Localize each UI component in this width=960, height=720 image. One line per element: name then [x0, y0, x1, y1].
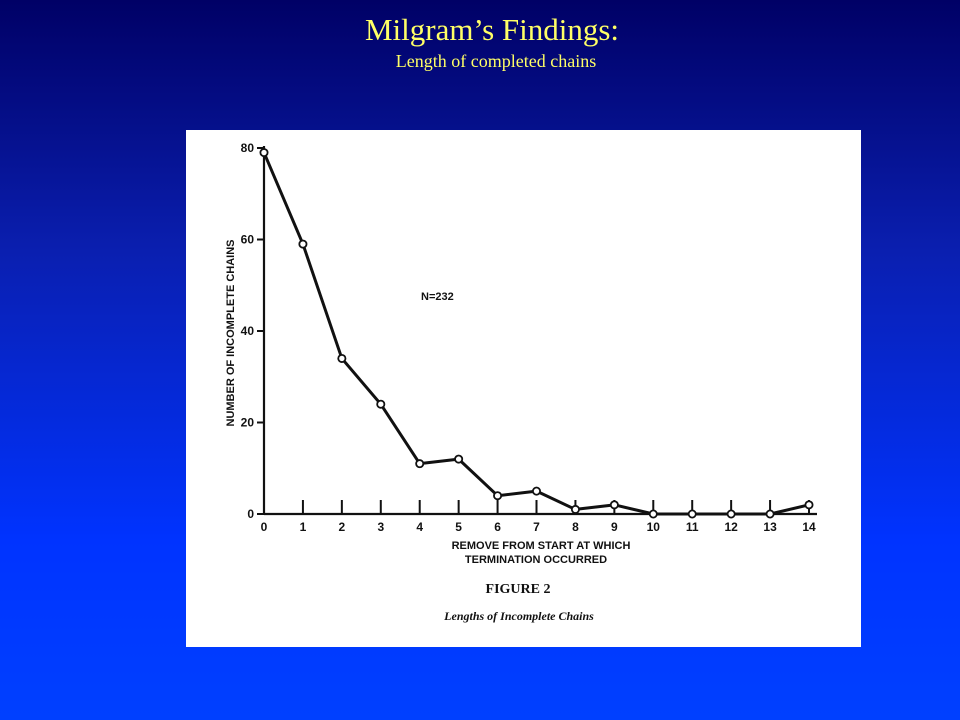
x-axis-title-line1: REMOVE FROM START AT WHICH — [452, 540, 631, 552]
x-tick-label: 7 — [533, 520, 540, 534]
series-line — [262, 151, 810, 516]
y-tick-labels: 0 20 40 60 80 — [241, 141, 255, 521]
data-point — [337, 353, 347, 363]
slide-subtitle: Length of completed chains — [395, 51, 597, 71]
x-tick-label: 14 — [802, 520, 816, 534]
data-point — [570, 504, 580, 514]
data-point — [687, 509, 697, 519]
slide-title: Milgram’s Findings: — [364, 12, 620, 47]
x-tick-labels: 0 1 2 3 4 5 6 7 8 9 10 11 12 13 14 — [261, 520, 816, 534]
data-point — [376, 399, 386, 409]
x-tick-label: 3 — [377, 520, 384, 534]
x-tick-label: 6 — [494, 520, 501, 534]
y-tick-label: 40 — [241, 324, 255, 338]
x-axis-title-line2: TERMINATION OCCURRED — [465, 554, 607, 566]
y-tick-label: 0 — [247, 507, 254, 521]
data-point — [531, 486, 541, 496]
chart-axes — [257, 146, 817, 516]
data-point — [726, 509, 736, 519]
y-tick-label: 60 — [241, 233, 255, 247]
data-point — [804, 500, 814, 510]
figure-subcaption: Lengths of Incomplete Chains — [443, 609, 594, 623]
y-tick-label: 20 — [241, 416, 255, 430]
chart-series — [262, 151, 810, 516]
data-point — [765, 509, 775, 519]
data-point — [259, 148, 269, 158]
x-tick-label: 9 — [611, 520, 618, 534]
x-tick-label: 12 — [724, 520, 738, 534]
y-tick-label: 80 — [241, 141, 255, 155]
data-point — [415, 459, 425, 469]
figure-caption: FIGURE 2 — [486, 582, 551, 597]
x-tick-label: 10 — [647, 520, 661, 534]
x-tick-label: 13 — [763, 520, 777, 534]
figure-panel: 0 1 2 3 4 5 6 7 8 9 10 11 12 13 14 0 20 40 60 80 NUMBER OF… — [186, 130, 861, 647]
data-point — [298, 239, 308, 249]
data-point — [648, 509, 658, 519]
data-point — [454, 454, 464, 464]
x-tick-label: 2 — [339, 520, 346, 534]
chart-points — [259, 148, 814, 519]
data-point — [493, 491, 503, 501]
x-tick-label: 0 — [261, 520, 268, 534]
sample-size-annotation: N=232 — [421, 291, 454, 303]
data-point — [609, 500, 619, 510]
x-tick-label: 11 — [686, 520, 699, 534]
y-axis-title: NUMBER OF INCOMPLETE CHAINS — [225, 240, 237, 427]
x-tick-label: 1 — [300, 520, 307, 534]
x-tick-label: 4 — [416, 520, 423, 534]
x-tick-label: 8 — [572, 520, 579, 534]
x-tick-label: 5 — [455, 520, 462, 534]
